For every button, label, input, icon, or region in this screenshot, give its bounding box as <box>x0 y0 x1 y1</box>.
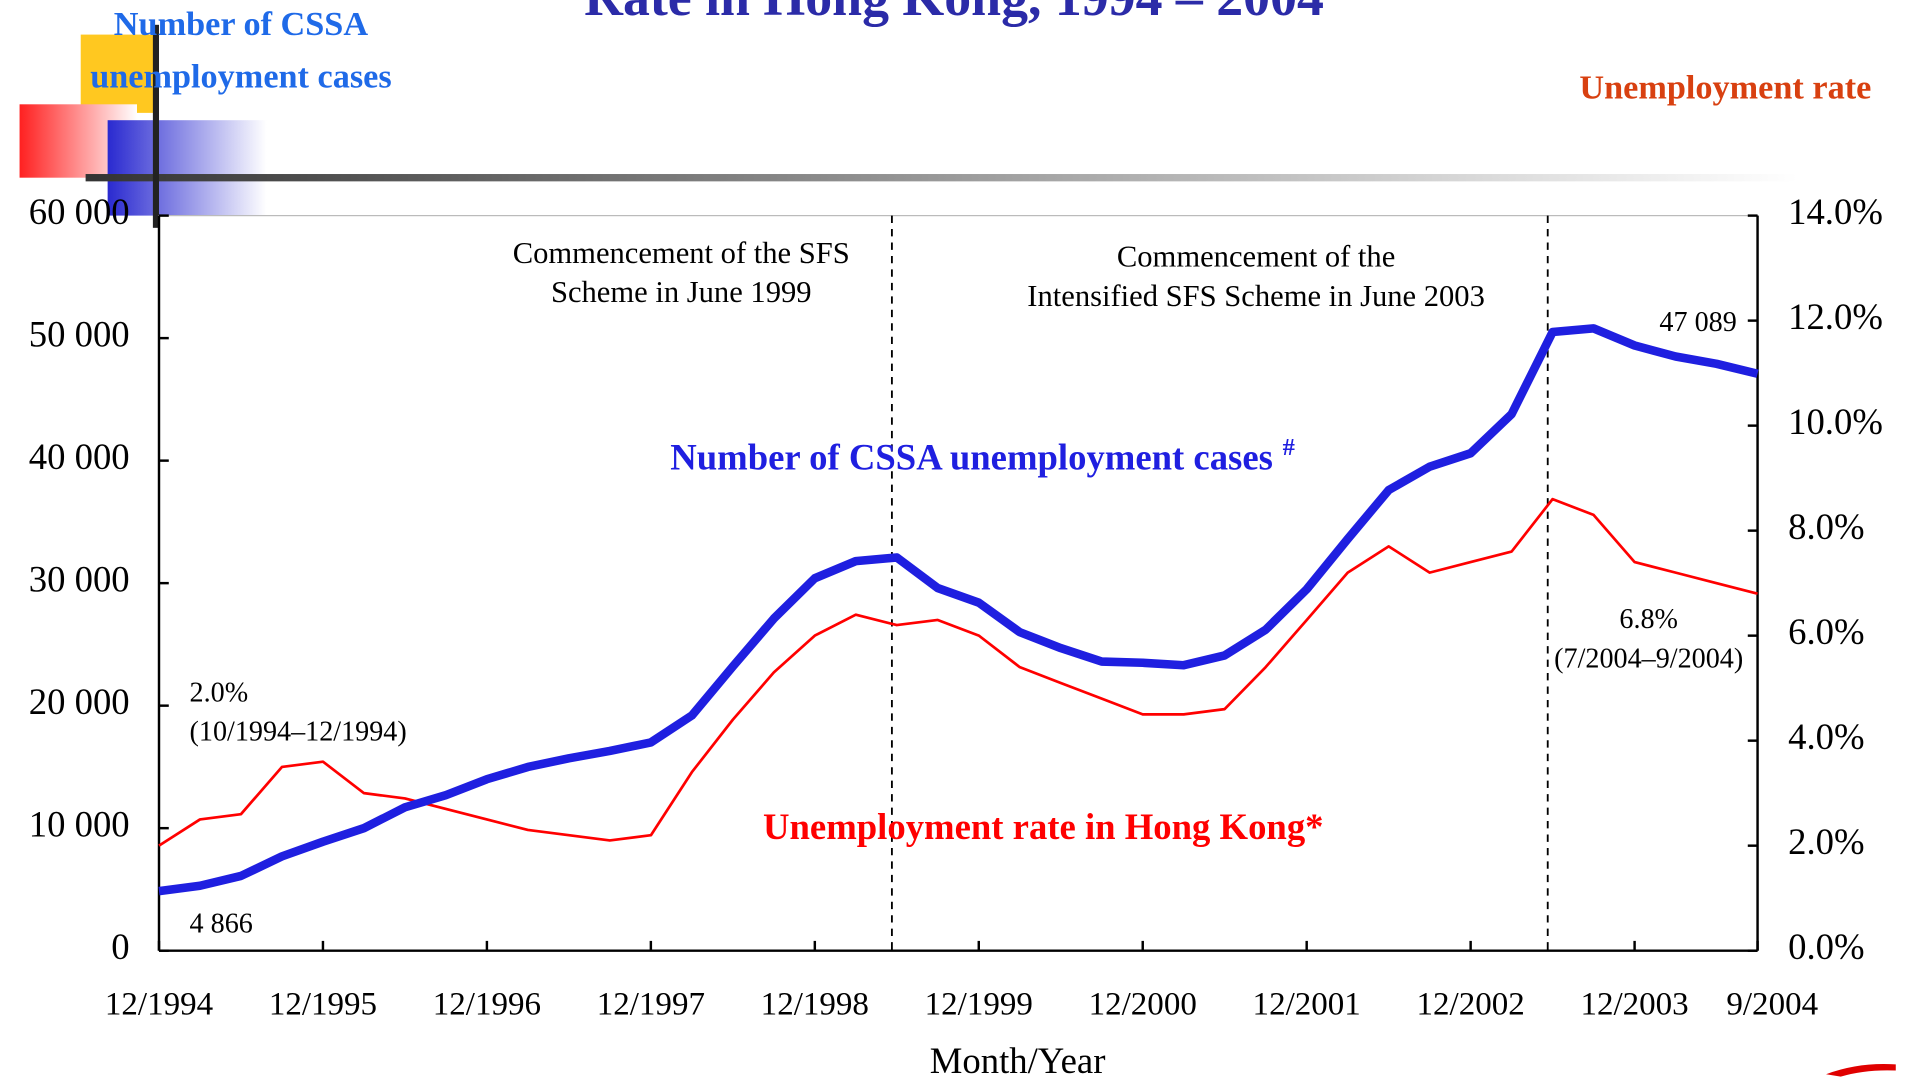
x-tick-label: 12/1994 <box>105 987 213 1023</box>
y-axis-title: Number of CSSA <box>114 5 369 43</box>
header-bar <box>85 174 1798 182</box>
y2-tick-label: 8.0% <box>1788 506 1864 547</box>
annotation: Commencement of the SFS <box>513 236 850 270</box>
logo-square <box>107 120 267 216</box>
x-tick-label: 12/1997 <box>597 987 705 1023</box>
y-tick-label: 30 000 <box>29 559 130 600</box>
annotation: Intensified SFS Scheme in June 2003 <box>1027 279 1485 313</box>
x-tick-label: 12/2003 <box>1580 987 1688 1023</box>
y-tick-label: 50 000 <box>29 314 130 355</box>
y2-tick-label: 12.0% <box>1788 296 1883 337</box>
annotation: Scheme in June 1999 <box>551 275 812 309</box>
series-label: Number of CSSA unemployment cases # <box>670 434 1295 478</box>
y-tick-label: 10 000 <box>29 804 130 845</box>
y-tick-label: 60 000 <box>29 191 130 232</box>
x-tick-label: 12/2001 <box>1253 987 1361 1023</box>
logo-line <box>152 24 159 228</box>
chart-title: Rate in Hong Kong, 1994 – 2004 <box>584 0 1324 27</box>
y2-tick-label: 6.0% <box>1788 611 1864 652</box>
annotation: (7/2004–9/2004) <box>1554 643 1743 674</box>
x-axis-title: Month/Year <box>930 1040 1106 1077</box>
y2-tick-label: 0.0% <box>1788 926 1864 967</box>
annotation: 4 866 <box>190 909 253 940</box>
x-tick-label: 12/1999 <box>925 987 1033 1023</box>
x-tick-label: 12/2002 <box>1417 987 1525 1023</box>
y-axis-title: unemployment cases <box>90 58 391 96</box>
series-line <box>158 324 1759 896</box>
series-label-note: # <box>1283 434 1295 461</box>
x-tick-label: 12/1995 <box>269 987 377 1023</box>
logo-swoosh <box>1826 1064 1896 1077</box>
series-line <box>158 497 1758 847</box>
x-tick-label: 12/2000 <box>1089 987 1197 1023</box>
y2-tick-label: 14.0% <box>1788 191 1883 232</box>
y-tick-label: 40 000 <box>29 436 130 477</box>
y2-tick-label: 10.0% <box>1788 401 1883 442</box>
y2-axis-title: Unemployment rate <box>1579 69 1871 107</box>
y2-tick-label: 2.0% <box>1788 821 1864 862</box>
x-tick-label: 12/1996 <box>433 987 541 1023</box>
y-tick-label: 20 000 <box>29 681 130 722</box>
series-label-text: Number of CSSA unemployment cases <box>670 437 1273 478</box>
annotation: 2.0% <box>190 678 249 709</box>
annotation: Commencement of the <box>1117 240 1395 274</box>
logo-square <box>80 34 157 113</box>
x-tick-label: 9/2004 <box>1726 987 1818 1023</box>
series-label: Unemployment rate in Hong Kong* <box>763 806 1324 847</box>
annotation: 47 089 <box>1659 307 1736 338</box>
annotation: (10/1994–12/1994) <box>190 717 407 748</box>
y2-tick-label: 4.0% <box>1788 716 1864 757</box>
annotation: 6.8% <box>1619 604 1678 635</box>
y-tick-label: 0 <box>111 926 129 967</box>
x-tick-label: 12/1998 <box>761 987 869 1023</box>
